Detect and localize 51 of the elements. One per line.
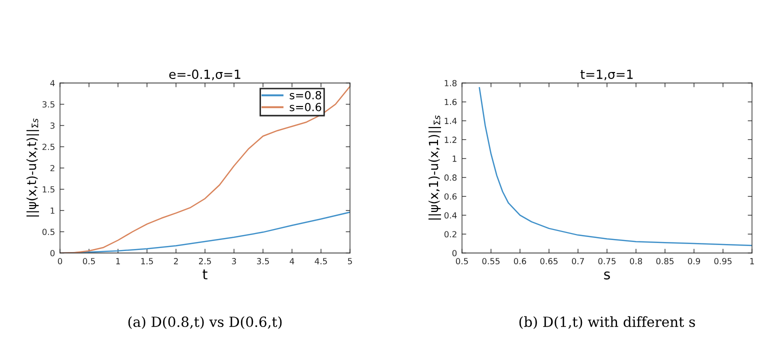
y-tick-label: 4: [50, 80, 55, 86]
x-tick-label: 0.6: [514, 258, 526, 264]
x-tick-label: 0.9: [688, 258, 700, 264]
x-tick-label: 2: [174, 258, 178, 264]
x-tick-label: 4: [290, 258, 294, 264]
y-tick-label: 0: [50, 250, 55, 256]
y-tick-label: 1: [50, 208, 54, 214]
y-tick-label: 0: [452, 250, 457, 256]
legend-label: s=0.6: [290, 102, 322, 112]
x-tick-label: 3.5: [257, 258, 269, 264]
text: (b) D(1,t) with different s: [519, 316, 695, 329]
y-tick-label: 3.5: [42, 101, 54, 108]
legend-label: s=0.8: [290, 90, 322, 100]
y-axis-title: ||ψ(x,1)-u(x,1)||$_{Σs}$: [428, 115, 441, 220]
y-tick-label: 1.8: [444, 80, 457, 86]
y-tick-label: 1.4: [444, 118, 457, 124]
x-axis-title: s: [604, 271, 610, 280]
x-tick-label: 0.5: [82, 258, 95, 264]
x-tick-label: 2.5: [198, 258, 211, 264]
x-tick-label: 0: [58, 258, 62, 264]
y-tick-label: 0.8: [444, 174, 457, 181]
y-tick-label: 0.5: [42, 228, 54, 236]
text: (a) D(0.8,t) vs D(0.6,t): [128, 316, 282, 329]
y-tick-label: 1: [452, 156, 456, 162]
x-axis-title: t: [202, 270, 208, 280]
y-tick-label: 1.5: [42, 186, 54, 193]
x-tick-label: 5: [348, 258, 352, 264]
y-axis-title: ||ψ(x,t)-u(x,t)||$_{Σs}$: [26, 118, 39, 216]
x-tick-label: 4.5: [314, 258, 327, 264]
x-tick-label: 0.85: [656, 258, 674, 264]
y-tick-label: 0.2: [444, 231, 456, 238]
x-tick-label: 3: [232, 258, 236, 264]
chart-title: e=-0.1,σ=1: [169, 70, 240, 80]
y-tick-label: 0.4: [444, 212, 457, 219]
x-tick-label: 1.5: [141, 258, 153, 264]
x-tick-label: 0.95: [714, 258, 732, 264]
x-tick-label: 0.7: [572, 258, 584, 264]
y-tick-label: 3: [50, 122, 54, 129]
x-tick-label: 0.75: [598, 258, 616, 264]
x-tick-label: 1: [750, 258, 754, 264]
y-tick-label: 0.6: [444, 193, 457, 200]
x-tick-label: 0.65: [540, 258, 558, 264]
chart-title: t=1,σ=1: [580, 70, 633, 80]
y-tick-label: 1.2: [444, 136, 456, 143]
x-tick-label: 0.8: [630, 258, 642, 264]
x-tick-label: 1: [116, 258, 120, 264]
y-tick-label: 2: [50, 164, 54, 172]
y-tick-label: 2.5: [42, 144, 54, 150]
y-tick-label: 1.6: [444, 98, 457, 106]
x-tick-label: 0.55: [482, 258, 500, 264]
line-series: [478, 87, 752, 246]
